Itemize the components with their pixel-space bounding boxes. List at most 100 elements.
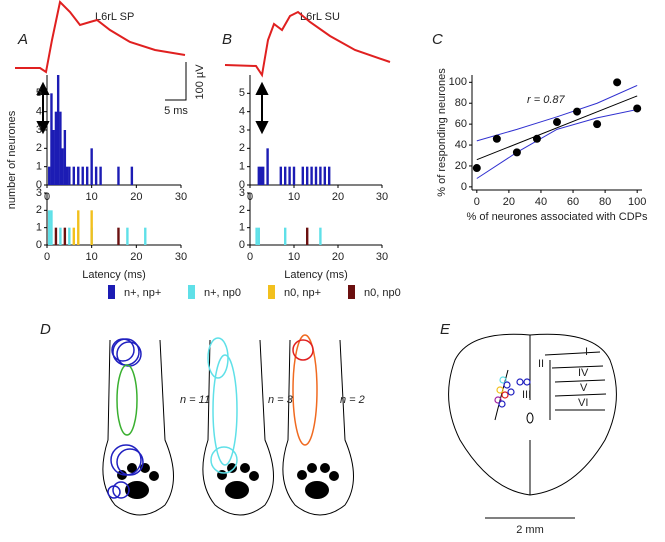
x-tick-label: 20 [130, 251, 142, 263]
bar [130, 166, 134, 185]
x-tick-label: 30 [175, 251, 187, 263]
x-tick-label: 60 [567, 196, 579, 208]
bar [52, 130, 55, 185]
bar [59, 227, 62, 245]
bar [90, 148, 93, 185]
bar [63, 227, 67, 245]
bar [54, 227, 58, 245]
bar [63, 130, 67, 185]
y-tick-label: 1 [239, 222, 245, 234]
x-tick-label: 30 [376, 251, 388, 263]
panel-label: B [222, 31, 232, 48]
y-tick-label: 1 [239, 161, 245, 173]
bar [319, 166, 322, 185]
bar [306, 166, 309, 185]
y-tick-label: 2 [36, 204, 42, 216]
lamina: I [585, 346, 588, 358]
point [613, 78, 622, 87]
x-tick-label: 20 [332, 251, 344, 263]
trace [15, 0, 186, 74]
x-tick-label: 30 [175, 191, 187, 203]
scale-label: 2 mm [516, 524, 544, 536]
bar [284, 166, 287, 185]
bar [288, 166, 291, 185]
bar [48, 210, 51, 245]
annotation: r = 0.87 [527, 94, 565, 106]
y-tick-label: 3 [239, 187, 245, 199]
bar [117, 166, 120, 185]
lamina: III [522, 389, 531, 401]
bar [94, 166, 98, 185]
y-tick-label: 0 [239, 239, 245, 251]
y-tick-label: 4 [239, 106, 245, 118]
panel-label: C [432, 31, 443, 48]
bar [99, 166, 102, 185]
x-tick-label: 20 [503, 196, 515, 208]
point [492, 134, 501, 143]
y-tick-label: 2 [239, 204, 245, 216]
bar [314, 166, 318, 185]
bar [284, 227, 287, 245]
y-tick-label: 3 [239, 124, 245, 136]
x-tick-label: 10 [288, 191, 300, 203]
bar [86, 166, 89, 185]
y-tick-label: 2 [36, 142, 42, 154]
y-tick-label: 80 [455, 97, 467, 109]
legend-swatch [268, 285, 275, 299]
lamina: VI [578, 397, 588, 409]
confidence-band [476, 109, 638, 179]
legend-label: n+, np0 [204, 287, 241, 299]
x-tick-label: 10 [86, 251, 98, 263]
x-axis-label: Latency (ms) [284, 269, 348, 281]
y-axis-label: % of responding neurones [436, 68, 448, 197]
fit-line [476, 95, 638, 161]
legend-label: n0, np+ [284, 287, 321, 299]
y-tick-label: 3 [36, 187, 42, 199]
bar [72, 166, 75, 185]
y-tick-label: 0 [36, 239, 42, 251]
x-tick-label: 0 [474, 196, 480, 208]
bar [257, 227, 260, 245]
spinal-section [448, 333, 617, 496]
bar [61, 148, 64, 185]
legend-swatch [108, 285, 115, 299]
bar [68, 166, 71, 185]
x-tick-label: 40 [535, 196, 547, 208]
panel-label: E [440, 321, 451, 338]
y-tick-label: 2 [239, 142, 245, 154]
bar [266, 148, 269, 185]
point [472, 164, 481, 173]
x-tick-label: 0 [44, 251, 50, 263]
lamina: II [538, 358, 544, 370]
bar [323, 166, 326, 185]
bar [54, 111, 58, 185]
y-tick-label: 3 [36, 124, 42, 136]
bar [56, 75, 60, 185]
bar [77, 166, 80, 185]
y-tick-label: 100 [449, 76, 467, 88]
y-tick-label: 4 [36, 106, 42, 118]
bar [257, 166, 260, 185]
scale-label: 5 ms [164, 105, 188, 117]
bar [50, 210, 53, 245]
y-tick-label: 0 [461, 181, 467, 193]
bar [301, 166, 304, 185]
y-tick-label: 20 [455, 160, 467, 172]
bar [306, 227, 309, 245]
x-tick-label: 100 [628, 196, 646, 208]
point [633, 104, 642, 113]
pads [117, 463, 339, 499]
legend-swatch [348, 285, 355, 299]
y-tick-label: 0 [239, 179, 245, 191]
bar [259, 166, 263, 185]
y-tick-label: 0 [36, 179, 42, 191]
bar [117, 227, 120, 245]
bar [90, 210, 93, 245]
point [532, 134, 541, 143]
legend-swatch [188, 285, 195, 299]
bar [68, 227, 71, 245]
x-axis-label: Latency (ms) [82, 269, 146, 281]
bar [59, 111, 62, 185]
bar [319, 227, 322, 245]
